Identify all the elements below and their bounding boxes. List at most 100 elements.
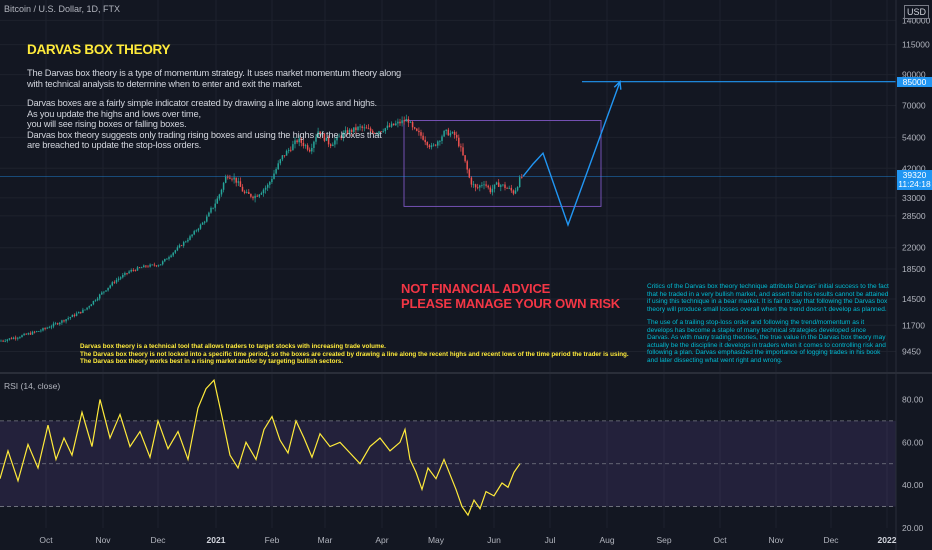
candle-body	[189, 236, 191, 240]
candle-body	[399, 121, 401, 124]
candle-body	[380, 131, 382, 133]
candle-body	[516, 187, 519, 191]
price-tick-label: 11700	[902, 320, 925, 330]
text-line: The Darvas box theory is not locked into…	[80, 350, 629, 358]
candle-body	[239, 181, 242, 187]
candle-body	[195, 230, 198, 232]
candle-body	[512, 190, 515, 194]
price-tick-label: 18500	[902, 264, 926, 274]
time-tick-label: Feb	[265, 535, 280, 545]
text-line: As you update the highs and lows over ti…	[27, 108, 201, 119]
candle-body	[273, 173, 275, 179]
candle-body	[485, 184, 487, 186]
candle-body	[464, 155, 466, 162]
candle-body	[365, 127, 368, 129]
candle-body	[151, 264, 153, 266]
candle-body	[458, 137, 460, 147]
candle-body	[10, 338, 13, 340]
candle-body	[361, 126, 363, 128]
candle-body	[269, 182, 271, 185]
candle-body	[17, 337, 19, 339]
time-tick-label: Apr	[375, 535, 388, 545]
rsi-label[interactable]: RSI (14, close)	[4, 381, 61, 391]
candle-body	[363, 127, 366, 129]
candle-body	[90, 304, 93, 307]
darvas-box	[403, 120, 602, 207]
candle-body	[98, 294, 101, 299]
candle-body	[197, 228, 200, 231]
candle-body	[73, 314, 76, 316]
candle-body	[306, 145, 309, 150]
candle-body	[378, 131, 380, 134]
text-line: Darvas boxes are a fairly simple indicat…	[27, 98, 377, 108]
candle-body	[191, 234, 193, 237]
candle-body	[504, 184, 506, 188]
candle-body	[21, 335, 23, 338]
time-tick-label: Oct	[713, 535, 727, 545]
candle-body	[27, 333, 30, 335]
time-tick-label: Oct	[39, 535, 53, 545]
candle-body	[336, 136, 338, 141]
rsi-tick-label: 20.00	[902, 523, 924, 533]
symbol-label[interactable]: Bitcoin / U.S. Dollar, 1D, FTX	[4, 4, 121, 14]
candle-body	[403, 120, 405, 122]
price-tick-label: 70000	[902, 101, 926, 111]
candle-body	[25, 333, 27, 335]
candle-body	[71, 314, 74, 318]
rsi-tick-label: 60.00	[902, 437, 924, 447]
candle-body	[92, 300, 95, 305]
candle-body	[84, 309, 86, 311]
candle-body	[474, 184, 477, 188]
candle-body	[229, 177, 231, 179]
candle-body	[296, 140, 298, 143]
candle-body	[420, 132, 422, 136]
candle-body	[439, 141, 441, 142]
candle-body	[132, 269, 135, 271]
candle-body	[290, 149, 292, 151]
text-line: with technical analysis to determine whe…	[27, 78, 303, 89]
candle-body	[500, 185, 502, 187]
candle-body	[502, 184, 504, 186]
candle-body	[426, 142, 429, 146]
candle-body	[193, 231, 195, 235]
price-axis-ticks: 140000 115000 90000 70000 54000 42000 33000 285…	[902, 15, 931, 356]
candle-body	[462, 147, 464, 156]
candle-body	[256, 195, 258, 197]
candle-body	[453, 132, 456, 135]
candle-body	[6, 339, 9, 341]
candle-body	[77, 311, 80, 314]
candle-body	[311, 147, 313, 152]
price-tick-label: 22000	[902, 243, 926, 253]
candle-body	[506, 187, 508, 189]
last-price: 39320	[902, 170, 927, 181]
candle-body	[432, 144, 435, 146]
candle-body	[384, 128, 387, 132]
time-tick-label: Aug	[599, 535, 614, 545]
candle-body	[437, 141, 439, 146]
candle-body	[319, 131, 321, 136]
candle-body	[271, 178, 273, 183]
candle-body	[468, 169, 471, 178]
candle-body	[61, 320, 63, 323]
text-line: The Darvas box theory is a type of momen…	[27, 68, 402, 78]
text-line: Darvas box theory suggests only trading …	[27, 129, 382, 140]
candle-body	[487, 185, 489, 188]
candle-body	[447, 129, 450, 136]
text-line: you will see rising boxes or falling box…	[27, 119, 187, 130]
candle-body	[298, 138, 300, 143]
candle-body	[287, 149, 290, 151]
candle-body	[170, 255, 172, 258]
candle-body	[407, 118, 410, 123]
candle-body	[277, 163, 279, 170]
candle-body	[50, 326, 53, 328]
candle-body	[342, 132, 345, 138]
candle-body	[418, 130, 420, 133]
candle-body	[153, 264, 156, 266]
candle-body	[159, 264, 162, 266]
candle-body	[376, 133, 378, 134]
candle-body	[428, 145, 431, 148]
candle-body	[75, 313, 78, 316]
currency-button[interactable]: USD	[904, 5, 930, 19]
candle-body	[386, 125, 389, 129]
price-tick-label: 33000	[902, 193, 926, 203]
